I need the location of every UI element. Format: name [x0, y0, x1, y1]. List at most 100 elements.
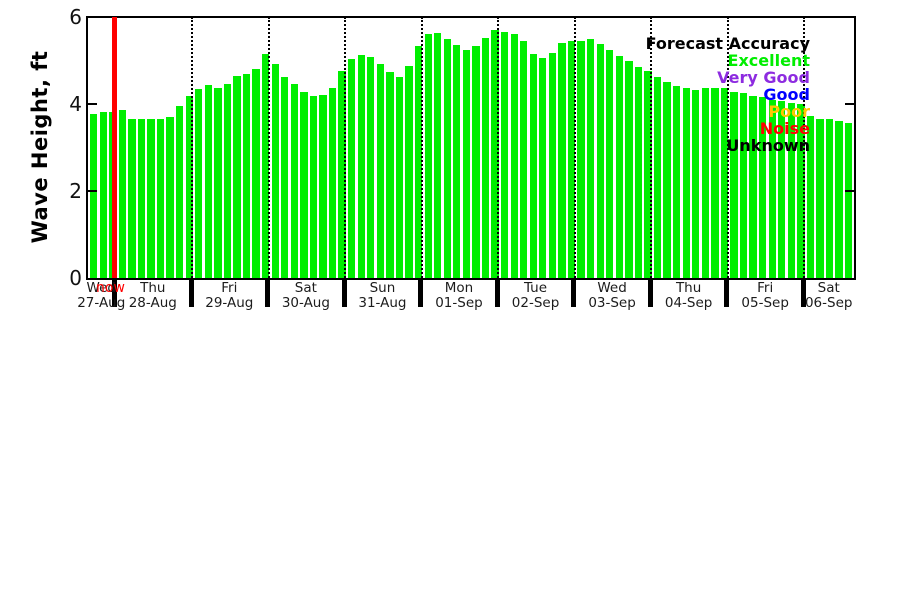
wave-height-bar — [195, 89, 203, 278]
wave-height-bar — [529, 53, 537, 278]
wave-height-bar — [797, 104, 805, 278]
day-label: Fri 05-Sep — [720, 281, 810, 310]
wave-height-bar — [558, 42, 566, 278]
wave-height-bar — [214, 87, 222, 278]
wave-height-bar — [520, 41, 528, 278]
wave-height-bar — [99, 111, 107, 278]
day-boundary-gridline — [267, 17, 270, 278]
y-tick-mark-left — [88, 190, 97, 192]
day-date: 04-Sep — [664, 294, 713, 311]
day-date: 02-Sep — [511, 294, 560, 311]
wave-height-bar — [223, 83, 232, 278]
day-boundary-tick — [647, 280, 653, 307]
wave-height-bar — [176, 106, 184, 278]
legend-item-very-good: Very Good — [717, 68, 810, 87]
wave-height-bar — [204, 85, 212, 278]
y-tick-mark-left — [88, 103, 97, 105]
day-name: Sat — [817, 280, 840, 296]
wave-height-bar — [262, 53, 270, 278]
wave-height-bar — [692, 90, 700, 278]
wave-height-bar — [749, 96, 757, 278]
plot-right-spine — [854, 16, 856, 280]
wave-height-bar — [453, 44, 461, 278]
day-date: 31-Aug — [358, 294, 407, 311]
day-date: 01-Sep — [435, 294, 483, 311]
day-name: Fri — [221, 280, 238, 296]
wave-height-bar — [281, 76, 289, 278]
day-boundary-tick — [494, 280, 500, 307]
legend-item-good: Good — [763, 85, 810, 104]
forecast-accuracy-legend: Forecast Accuracy Excellent Very Good Good… — [646, 35, 810, 154]
wave-height-bar — [462, 50, 471, 278]
wave-height-bar — [663, 81, 671, 278]
wave-height-bar — [309, 96, 318, 278]
day-name: Sat — [294, 280, 317, 296]
wave-height-bar — [816, 119, 824, 278]
wave-height-bar — [548, 52, 557, 278]
legend-item-noise: Noise — [759, 119, 810, 138]
now-line — [112, 17, 117, 278]
wave-height-bar — [845, 123, 853, 278]
wave-height-bar — [539, 57, 547, 278]
wave-height-bar — [673, 86, 681, 278]
wave-height-bar — [395, 76, 404, 278]
day-boundary-gridline — [650, 17, 653, 278]
legend-item-poor: Poor — [768, 102, 810, 121]
now-label: now — [96, 280, 125, 296]
wave-height-bar — [720, 87, 729, 278]
day-name: Wed — [86, 280, 116, 296]
wave-height-bar — [739, 92, 748, 278]
day-boundary-tick — [418, 280, 424, 307]
day-label: Sun 31-Aug — [337, 281, 427, 310]
day-date: 30-Aug — [281, 294, 330, 311]
wave-height-bar — [137, 118, 146, 278]
day-name: Sun — [369, 280, 396, 296]
wave-height-bar — [768, 100, 776, 278]
wave-height-bar — [682, 88, 690, 278]
wave-height-bar — [701, 88, 709, 278]
day-name: Thu — [675, 280, 702, 296]
day-boundary-tick — [724, 280, 730, 307]
wave-height-bar — [242, 74, 251, 278]
wave-height-bar — [156, 118, 165, 278]
wave-height-bar — [615, 56, 623, 278]
wave-height-bar — [386, 71, 394, 278]
day-date: 06-Sep — [804, 294, 853, 311]
wave-height-bar — [185, 96, 193, 278]
wave-height-bar — [806, 116, 815, 278]
day-boundary-gridline — [803, 17, 806, 278]
wave-height-bar — [357, 55, 365, 278]
day-label: Thu 04-Sep — [644, 281, 734, 310]
wave-height-bar — [634, 66, 643, 278]
wave-height-bar — [500, 31, 509, 278]
day-name: Wed — [597, 280, 627, 296]
day-boundary-tick — [265, 280, 271, 307]
wave-height-bar — [233, 75, 241, 278]
y-tick-label: 2 — [69, 179, 82, 203]
day-boundary-tick — [800, 280, 806, 307]
day-boundary-gridline — [573, 17, 576, 278]
day-name: Fri — [757, 280, 774, 296]
wave-height-bar — [348, 59, 356, 278]
y-tick-label: 0 — [69, 266, 82, 290]
wave-height-bar — [481, 37, 490, 278]
wave-height-bar — [491, 30, 499, 278]
plot-top-spine — [86, 16, 856, 18]
day-boundary-tick — [188, 280, 194, 307]
legend-item-unknown: Unknown — [726, 136, 810, 155]
y-tick-mark-right — [845, 103, 854, 105]
wave-height-bar — [596, 43, 604, 278]
plot-left-spine — [86, 16, 88, 280]
wave-height-bar — [90, 114, 98, 278]
wave-height-bar — [586, 39, 595, 278]
wave-height-bar — [787, 103, 795, 278]
wave-height-bar — [405, 66, 413, 278]
wave-height-bar — [443, 39, 451, 278]
day-date: 27-Aug — [77, 294, 126, 311]
legend-title: Forecast Accuracy — [645, 34, 810, 53]
day-label: Wed 03-Sep — [567, 281, 657, 310]
y-tick-label: 4 — [69, 92, 82, 116]
wave-height-bar — [510, 34, 518, 278]
day-boundary-tick — [341, 280, 347, 307]
